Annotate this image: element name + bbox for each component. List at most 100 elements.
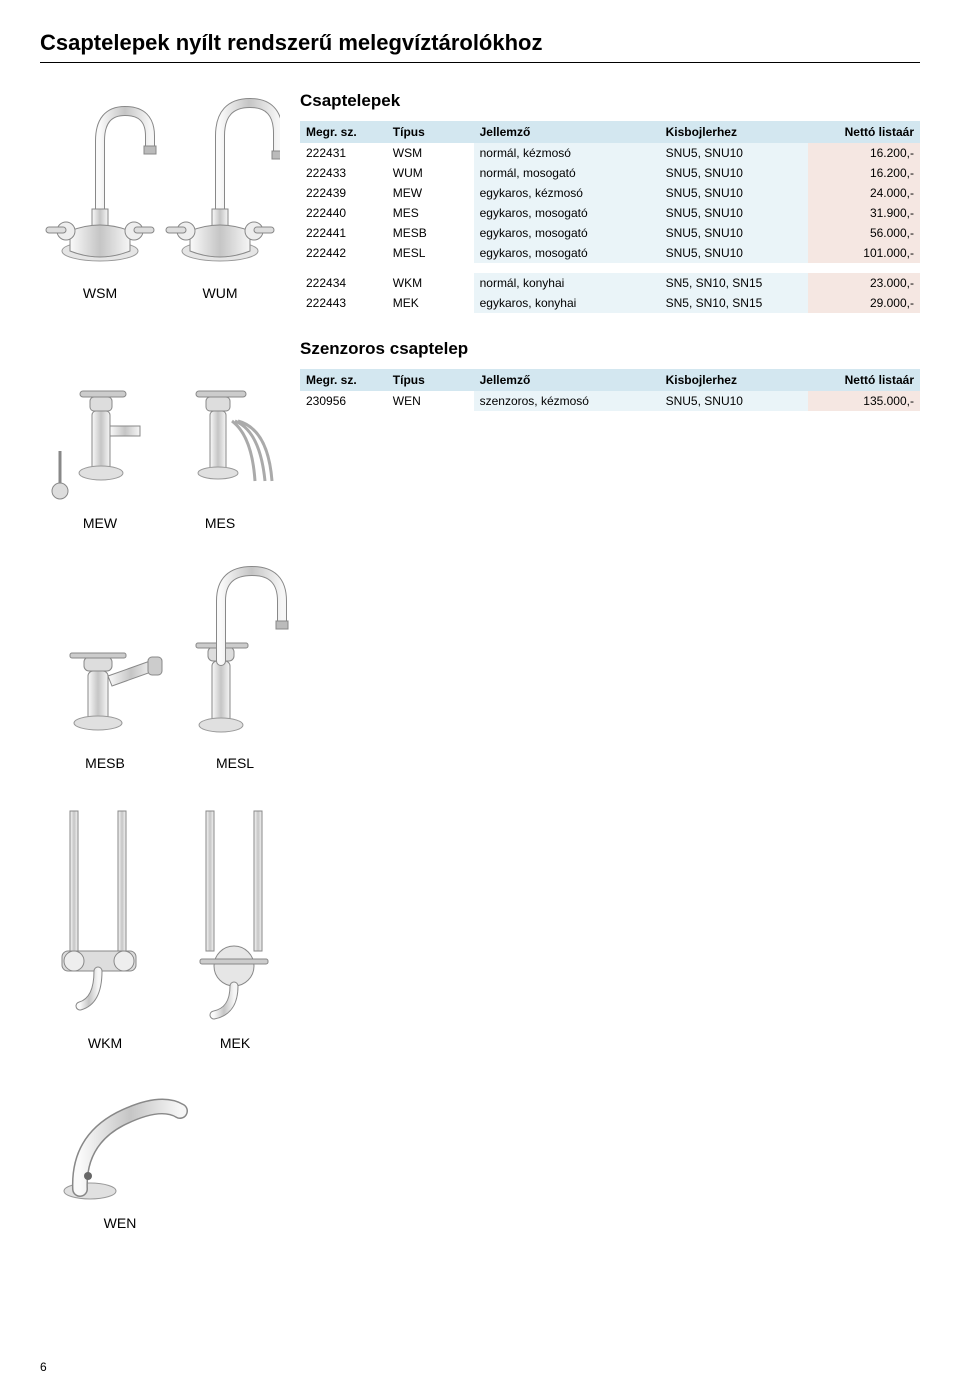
- cell: normál, mosogató: [474, 163, 660, 183]
- table-row: 222439MEWegykaros, kézmosóSNU5, SNU1024.…: [300, 183, 920, 203]
- label-wen: WEN: [104, 1215, 137, 1231]
- cell: 16.200,-: [808, 143, 920, 163]
- cell: 23.000,-: [808, 273, 920, 293]
- cell: SNU5, SNU10: [660, 203, 809, 223]
- cell: 222433: [300, 163, 387, 183]
- product-mes: MES: [160, 341, 280, 531]
- product-mew: MEW: [40, 341, 160, 531]
- cell: SNU5, SNU10: [660, 391, 809, 411]
- cell: 222441: [300, 223, 387, 243]
- cell: SNU5, SNU10: [660, 243, 809, 263]
- label-mesb: MESB: [85, 755, 125, 771]
- faucet-icon: [170, 561, 300, 751]
- label-wsm: WSM: [83, 285, 117, 301]
- th-megr: Megr. sz.: [300, 121, 387, 143]
- top-images: WSM WUM: [40, 91, 300, 301]
- faucet-icon: [160, 91, 280, 281]
- cell: SN5, SN10, SN15: [660, 293, 809, 313]
- table-header-row: Megr. sz. Típus Jellemző Kisbojlerhez Ne…: [300, 121, 920, 143]
- th-tipus: Típus: [387, 369, 474, 391]
- product-wsm: WSM: [40, 91, 160, 301]
- cell: 16.200,-: [808, 163, 920, 183]
- cell: WSM: [387, 143, 474, 163]
- cell: egykaros, mosogató: [474, 203, 660, 223]
- cell: egykaros, konyhai: [474, 293, 660, 313]
- product-mesl: MESL: [170, 561, 300, 771]
- cell: normál, konyhai: [474, 273, 660, 293]
- table-row: 222440MESegykaros, mosogatóSNU5, SNU1031…: [300, 203, 920, 223]
- cell: SNU5, SNU10: [660, 143, 809, 163]
- label-mesl: MESL: [216, 755, 254, 771]
- faucet-icon: [40, 801, 170, 1031]
- cell: 222431: [300, 143, 387, 163]
- label-wum: WUM: [203, 285, 238, 301]
- faucet-icon: [40, 91, 160, 281]
- product-wen: WEN: [40, 1081, 200, 1231]
- cell: WUM: [387, 163, 474, 183]
- table-row: 222443MEKegykaros, konyhaiSN5, SN10, SN1…: [300, 293, 920, 313]
- faucet-icon: [40, 341, 160, 511]
- cell: 101.000,-: [808, 243, 920, 263]
- cell: SNU5, SNU10: [660, 183, 809, 203]
- cell: 135.000,-: [808, 391, 920, 411]
- product-wkm: WKM: [40, 801, 170, 1051]
- cell: egykaros, mosogató: [474, 243, 660, 263]
- table-row: 230956WENszenzoros, kézmosóSNU5, SNU1013…: [300, 391, 920, 411]
- product-grid: MESB MESL: [40, 561, 920, 1231]
- th-jellemzo: Jellemző: [474, 369, 660, 391]
- cell: SN5, SN10, SN15: [660, 273, 809, 293]
- th-jellemzo: Jellemző: [474, 121, 660, 143]
- faucet-icon: [160, 341, 280, 511]
- cell: MES: [387, 203, 474, 223]
- faucet-icon: [40, 561, 170, 751]
- cell: 222443: [300, 293, 387, 313]
- label-mek: MEK: [220, 1035, 250, 1051]
- cell: 31.900,-: [808, 203, 920, 223]
- label-mes: MES: [205, 515, 235, 531]
- product-wum: WUM: [160, 91, 280, 301]
- cell: 222434: [300, 273, 387, 293]
- cell: SNU5, SNU10: [660, 163, 809, 183]
- cell: WEN: [387, 391, 474, 411]
- cell: MESB: [387, 223, 474, 243]
- th-tipus: Típus: [387, 121, 474, 143]
- label-wkm: WKM: [88, 1035, 122, 1051]
- cell: normál, kézmosó: [474, 143, 660, 163]
- cell: WKM: [387, 273, 474, 293]
- product-mesb: MESB: [40, 561, 170, 771]
- table-row: 222441MESBegykaros, mosogatóSNU5, SNU105…: [300, 223, 920, 243]
- cell: 222440: [300, 203, 387, 223]
- cell: 222439: [300, 183, 387, 203]
- table-row: 222431WSMnormál, kézmosóSNU5, SNU1016.20…: [300, 143, 920, 163]
- cell: szenzoros, kézmosó: [474, 391, 660, 411]
- th-listaar: Nettó listaár: [808, 121, 920, 143]
- cell: egykaros, kézmosó: [474, 183, 660, 203]
- cell: 24.000,-: [808, 183, 920, 203]
- cell: SNU5, SNU10: [660, 223, 809, 243]
- cell: MEW: [387, 183, 474, 203]
- section1-heading: Csaptelepek: [300, 91, 920, 111]
- tables-area: Csaptelepek Megr. sz. Típus Jellemző Kis…: [300, 91, 920, 411]
- cell: egykaros, mosogató: [474, 223, 660, 243]
- table-header-row: Megr. sz. Típus Jellemző Kisbojlerhez Ne…: [300, 369, 920, 391]
- th-kisbojler: Kisbojlerhez: [660, 369, 809, 391]
- label-mew: MEW: [83, 515, 117, 531]
- section2-heading: Szenzoros csaptelep: [300, 339, 920, 359]
- cell: MEK: [387, 293, 474, 313]
- table-row: 222434WKMnormál, konyhaiSN5, SN10, SN152…: [300, 273, 920, 293]
- product-mek: MEK: [170, 801, 300, 1051]
- table-row: 222442MESLegykaros, mosogatóSNU5, SNU101…: [300, 243, 920, 263]
- th-kisbojler: Kisbojlerhez: [660, 121, 809, 143]
- table-szenzoros: Megr. sz. Típus Jellemző Kisbojlerhez Ne…: [300, 369, 920, 411]
- table-csaptelepek: Megr. sz. Típus Jellemző Kisbojlerhez Ne…: [300, 121, 920, 313]
- faucet-icon: [170, 801, 300, 1031]
- cell: 222442: [300, 243, 387, 263]
- page-title: Csaptelepek nyílt rendszerű melegvíztáro…: [40, 30, 920, 63]
- th-megr: Megr. sz.: [300, 369, 387, 391]
- cell: 29.000,-: [808, 293, 920, 313]
- cell: 230956: [300, 391, 387, 411]
- table-row: 222433WUMnormál, mosogatóSNU5, SNU1016.2…: [300, 163, 920, 183]
- cell: MESL: [387, 243, 474, 263]
- cell: 56.000,-: [808, 223, 920, 243]
- th-listaar: Nettó listaár: [808, 369, 920, 391]
